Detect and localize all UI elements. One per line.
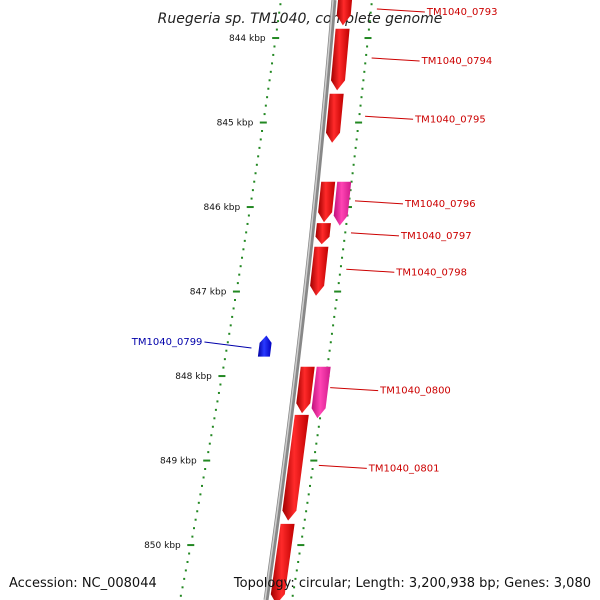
gene-label-tm1040-0799[interactable]: TM1040_0799 (131, 337, 203, 348)
tick-label: 847 kbp (190, 288, 227, 298)
tick-label: 844 kbp (229, 34, 266, 44)
gene-label-tm1040-0801[interactable]: TM1040_0801 (368, 463, 440, 474)
leader-line (371, 57, 420, 62)
gene-label-tm1040-0797[interactable]: TM1040_0797 (400, 231, 472, 242)
leader-line (330, 387, 379, 392)
leader-line (354, 200, 404, 205)
tick-label: 848 kbp (175, 372, 212, 382)
gene-arrow-tm1040-0798[interactable] (310, 246, 329, 296)
gene-arrow-tm1040-0800-rna[interactable] (311, 366, 331, 419)
tick-label: 850 kbp (144, 541, 181, 551)
leader-line (365, 115, 414, 120)
gene-label-tm1040-0798[interactable]: TM1040_0798 (395, 267, 467, 278)
leader-line (350, 232, 400, 237)
tick-label: 845 kbp (217, 119, 254, 129)
gene-arrow-tm1040-0801[interactable] (282, 414, 309, 521)
leader-line (318, 464, 367, 469)
gene-label-tm1040-0800[interactable]: TM1040_0800 (379, 386, 451, 397)
gene-label-tm1040-0793[interactable]: TM1040_0793 (426, 7, 498, 18)
accession-text: Accession: NC_008044 (9, 576, 157, 591)
tick-label: 846 kbp (204, 203, 241, 213)
gene-features (257, 0, 353, 600)
gene-label-tm1040-0796[interactable]: TM1040_0796 (404, 199, 476, 210)
leader-line (204, 341, 252, 349)
gene-arrow-tm1040-0793[interactable] (336, 0, 353, 26)
gene-labels: TM1040_0793 TM1040_0794 TM1040_0795 TM1040_… (131, 7, 498, 474)
tick-label: 849 kbp (160, 457, 197, 467)
gene-label-tm1040-0795[interactable]: TM1040_0795 (414, 114, 486, 125)
gene-label-tm1040-0794[interactable]: TM1040_0794 (421, 56, 493, 67)
gene-arrow-tm1040-0797[interactable] (315, 223, 331, 245)
gene-arrow-tm1040-0795[interactable] (326, 93, 344, 143)
backbone (263, 0, 337, 600)
topology-text: Topology: circular; Length: 3,200,938 bp… (233, 576, 591, 591)
genome-title: Ruegeria sp. TM1040, complete genome (158, 11, 443, 27)
tick-marks: 844 kbp 845 kbp 846 kbp 847 kbp 848 kbp 849 k… (144, 34, 266, 551)
gene-arrow-tm1040-0802[interactable] (270, 523, 295, 600)
backbone-highlight (264, 0, 334, 600)
gene-arrow-tm1040-0796-rna[interactable] (333, 181, 352, 226)
leader-line (376, 8, 425, 13)
tick-dots (179, 3, 373, 597)
gene-arrow-tm1040-0796[interactable] (318, 181, 336, 223)
gene-arrow-tm1040-0794[interactable] (331, 28, 350, 91)
gene-arrow-tm1040-0799[interactable] (257, 335, 272, 357)
leader-line (346, 268, 395, 273)
gene-arrow-tm1040-0800[interactable] (296, 366, 315, 414)
backbone-line (263, 0, 337, 600)
